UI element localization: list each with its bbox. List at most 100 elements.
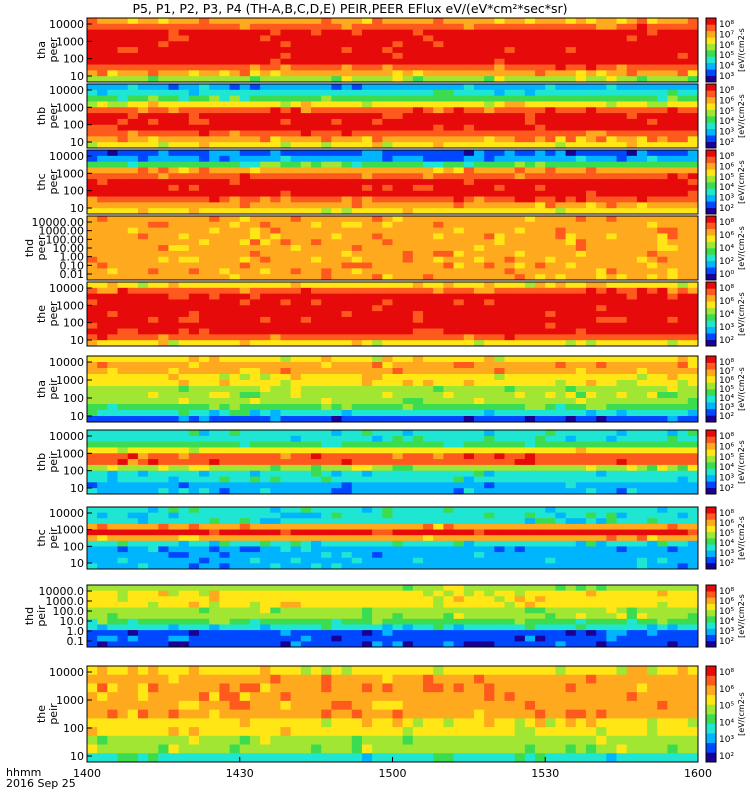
heatmap-cell (453, 41, 465, 48)
heatmap-cell (514, 35, 526, 42)
heatmap-cell (239, 488, 251, 495)
heatmap-cell (249, 84, 261, 91)
heatmap-cell (97, 305, 108, 312)
heatmap-cell (402, 416, 414, 423)
heatmap-cell (392, 52, 404, 60)
heatmap-cell (463, 29, 475, 36)
heatmap-cell (433, 322, 444, 329)
heatmap-cell (402, 118, 414, 126)
heatmap-cell (575, 282, 587, 289)
heatmap-cell (219, 58, 230, 65)
heatmap-cell (382, 179, 393, 186)
heatmap-cell (382, 299, 393, 306)
heatmap-cell (687, 150, 699, 157)
heatmap-cell (168, 287, 180, 295)
heatmap-cell (657, 155, 668, 163)
heatmap-cell (209, 380, 220, 387)
heatmap-cell (402, 142, 414, 149)
heatmap-cell (331, 130, 342, 137)
heatmap-cell (249, 58, 261, 65)
heatmap-cell (677, 130, 689, 137)
heatmap-cell (168, 470, 180, 477)
heatmap-cell (596, 299, 607, 306)
heatmap-cell (239, 430, 251, 437)
heatmap-cell (199, 29, 210, 36)
heatmap-cell (443, 435, 454, 443)
heatmap-cell (137, 552, 149, 559)
heatmap-cell (565, 190, 577, 197)
heatmap-cell (667, 221, 679, 229)
heatmap-cell (229, 464, 241, 472)
heatmap-cell (107, 256, 118, 263)
heatmap-cell (87, 155, 98, 163)
heatmap-cell (209, 216, 220, 223)
heatmap-cell (188, 113, 200, 120)
heatmap-cell (300, 476, 312, 483)
heatmap-cell (585, 227, 597, 234)
heatmap-cell (412, 410, 424, 417)
heatmap-cell (372, 173, 383, 180)
heatmap-cell (300, 227, 312, 234)
y-tick-label: 1000 (56, 101, 84, 114)
heatmap-cell (677, 18, 689, 25)
heatmap-cell (372, 142, 383, 149)
heatmap-cell (168, 368, 180, 375)
heatmap-cell (311, 95, 322, 102)
heatmap-cell (178, 208, 190, 215)
heatmap-cell (341, 464, 353, 472)
heatmap-cell (473, 256, 485, 263)
heatmap-cell (219, 101, 230, 108)
heatmap-cell (300, 305, 312, 312)
heatmap-cell (514, 239, 526, 246)
heatmap-cell (331, 305, 342, 312)
heatmap-cell (443, 488, 454, 495)
heatmap-cell (494, 179, 505, 186)
heatmap-cell (321, 216, 332, 223)
heatmap-cell (107, 322, 118, 329)
heatmap-cell (626, 130, 638, 137)
heatmap-cell (158, 552, 169, 559)
heatmap-cell (463, 362, 475, 369)
heatmap-cell (331, 202, 342, 209)
heatmap-cell (575, 250, 587, 258)
heatmap-cell (626, 328, 638, 335)
colorbar-swatch (706, 43, 716, 51)
heatmap-cell (209, 523, 220, 530)
heatmap-cell (677, 233, 689, 240)
heatmap-cell (433, 386, 444, 393)
heatmap-cell (565, 113, 577, 120)
heatmap-cell (341, 167, 353, 174)
heatmap-cell (392, 107, 404, 114)
heatmap-cell (148, 41, 159, 48)
heatmap-cell (127, 416, 139, 423)
heatmap-cell (626, 124, 638, 131)
heatmap-cell (453, 356, 465, 363)
heatmap-cell (636, 374, 648, 381)
heatmap-cell (402, 250, 414, 258)
heatmap-cell (524, 130, 536, 137)
heatmap-cell (168, 512, 180, 519)
heatmap-cell (87, 293, 98, 300)
heatmap-cell (158, 18, 169, 25)
heatmap-cell (402, 322, 414, 329)
heatmap-cell (229, 221, 241, 229)
heatmap-cell (585, 89, 597, 97)
heatmap-cell (636, 202, 648, 209)
heatmap-cell (535, 470, 546, 477)
heatmap-cell (321, 268, 332, 275)
heatmap-cell (188, 190, 200, 197)
heatmap-cell (453, 155, 465, 163)
heatmap-cell (392, 262, 404, 269)
heatmap-cell (606, 374, 617, 381)
heatmap-cell (290, 305, 302, 312)
heatmap-cell (473, 202, 485, 209)
heatmap-cell (463, 95, 475, 102)
heatmap-cell (229, 233, 241, 240)
heatmap-cell (372, 470, 383, 477)
heatmap-cell (565, 488, 577, 495)
heatmap-cell (209, 84, 220, 91)
heatmap-cell (443, 410, 454, 417)
heatmap-cell (372, 430, 383, 437)
heatmap-cell (300, 404, 312, 411)
